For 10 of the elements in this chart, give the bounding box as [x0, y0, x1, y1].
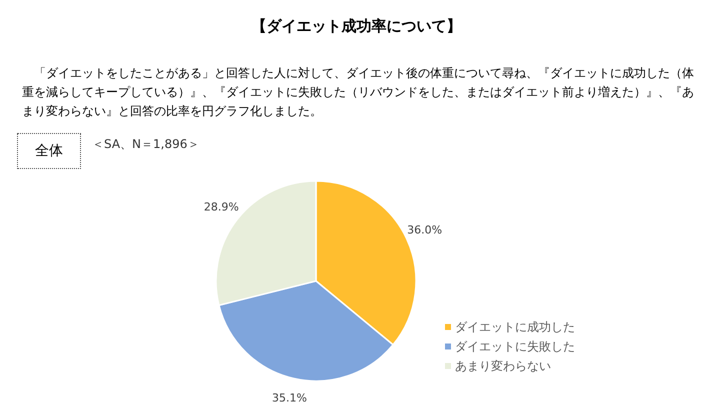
text: 全体 [17, 133, 81, 169]
legend-label: ダイエットに失敗した [455, 340, 575, 354]
data-label: 28.9% [204, 200, 239, 214]
text: ＜SA、N＝1,896＞ [92, 136, 200, 153]
legend-label: あまり変わらない [455, 359, 551, 373]
legend-label: ダイエットに成功した [455, 320, 575, 334]
data-label: 36.0% [407, 223, 442, 236]
chart-title: 【ダイエット成功率について】 [250, 17, 462, 36]
data-label: 35.1% [272, 392, 307, 405]
chart-subtitle: 「ダイエットをしたことがある」と回答した人に対して、ダイエット後の体重について尋ね、『ダイエットに成功した（体重を減らしてキープしている）』、『ダイエットに失敗した（リバウンドをした、またはダイエット前より増えた）』、『あまり変わらない』と回答の比率を円グラフ化しました。 [22, 65, 695, 120]
